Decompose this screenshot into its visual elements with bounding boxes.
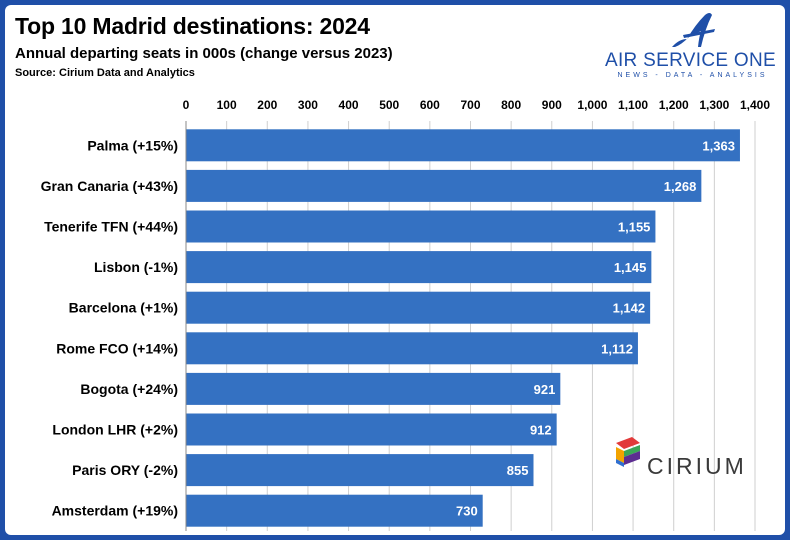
bar — [186, 169, 702, 202]
bar-chart: 0 100 200 300 400 500 600 700 800 900 1,000 1,100 1,… — [41, 98, 770, 531]
plane-logo-icon — [672, 13, 715, 47]
category-label: London LHR (+2%) — [52, 422, 178, 438]
category-label: Barcelona (+1%) — [69, 300, 178, 316]
x-tick-label: 700 — [460, 98, 480, 112]
air-service-one-logo: AIR SERVICE ONE NEWS - DATA - ANALYSIS — [595, 9, 780, 89]
brand-tagline: NEWS - DATA - ANALYSIS — [617, 72, 768, 79]
bar — [186, 494, 483, 527]
x-tick-label: 1,200 — [659, 98, 689, 112]
bar-value-label: 855 — [507, 463, 529, 478]
bar-value-label: 1,268 — [664, 179, 697, 194]
bar-value-label: 1,142 — [613, 301, 646, 316]
category-label: Palma (+15%) — [87, 137, 178, 153]
bar-value-label: 1,155 — [618, 220, 651, 235]
x-tick-label: 300 — [298, 98, 318, 112]
category-label: Lisbon (-1%) — [94, 259, 178, 275]
chart-title: Top 10 Madrid destinations: 2024 — [15, 13, 370, 39]
x-tick-label: 900 — [542, 98, 562, 112]
cirium-logo: CIRIUM — [610, 433, 760, 479]
x-tick-label: 1,300 — [699, 98, 729, 112]
chart-subtitle: Annual departing seats in 000s (change v… — [15, 45, 393, 62]
cirium-name: CIRIUM — [647, 453, 747, 479]
category-label: Paris ORY (-2%) — [72, 462, 178, 478]
bar-value-label: 1,145 — [614, 260, 647, 275]
chart-frame: Top 10 Madrid destinations: 2024 Annual … — [5, 5, 785, 535]
bar — [186, 454, 534, 487]
x-tick-label: 500 — [379, 98, 399, 112]
cirium-mark-icon — [616, 437, 640, 467]
bar — [186, 372, 561, 405]
category-label: Gran Canaria (+43%) — [41, 178, 178, 194]
bar-value-label: 912 — [530, 423, 552, 438]
x-tick-label: 1,400 — [740, 98, 770, 112]
bar — [186, 210, 656, 243]
x-tick-label: 0 — [183, 98, 190, 112]
bar — [186, 251, 652, 284]
bar-value-label: 921 — [534, 382, 556, 397]
x-tick-label: 600 — [420, 98, 440, 112]
bar-value-label: 1,112 — [601, 341, 633, 356]
x-tick-label: 800 — [501, 98, 521, 112]
bar — [186, 129, 740, 162]
x-tick-label: 100 — [217, 98, 237, 112]
bar-value-label: 1,363 — [702, 138, 735, 153]
x-tick-label: 1,100 — [618, 98, 648, 112]
x-tick-label: 200 — [257, 98, 277, 112]
bar — [186, 291, 651, 324]
bar — [186, 332, 638, 365]
category-label: Rome FCO (+14%) — [56, 340, 178, 356]
bar — [186, 413, 557, 446]
chart-source: Source: Cirium Data and Analytics — [15, 67, 195, 79]
category-label: Bogota (+24%) — [80, 381, 178, 397]
brand-name: AIR SERVICE ONE — [605, 50, 776, 71]
category-label: Tenerife TFN (+44%) — [44, 219, 178, 235]
x-tick-label: 1,000 — [577, 98, 607, 112]
bar-value-label: 730 — [456, 504, 478, 519]
category-label: Amsterdam (+19%) — [52, 503, 178, 519]
x-tick-label: 400 — [339, 98, 359, 112]
